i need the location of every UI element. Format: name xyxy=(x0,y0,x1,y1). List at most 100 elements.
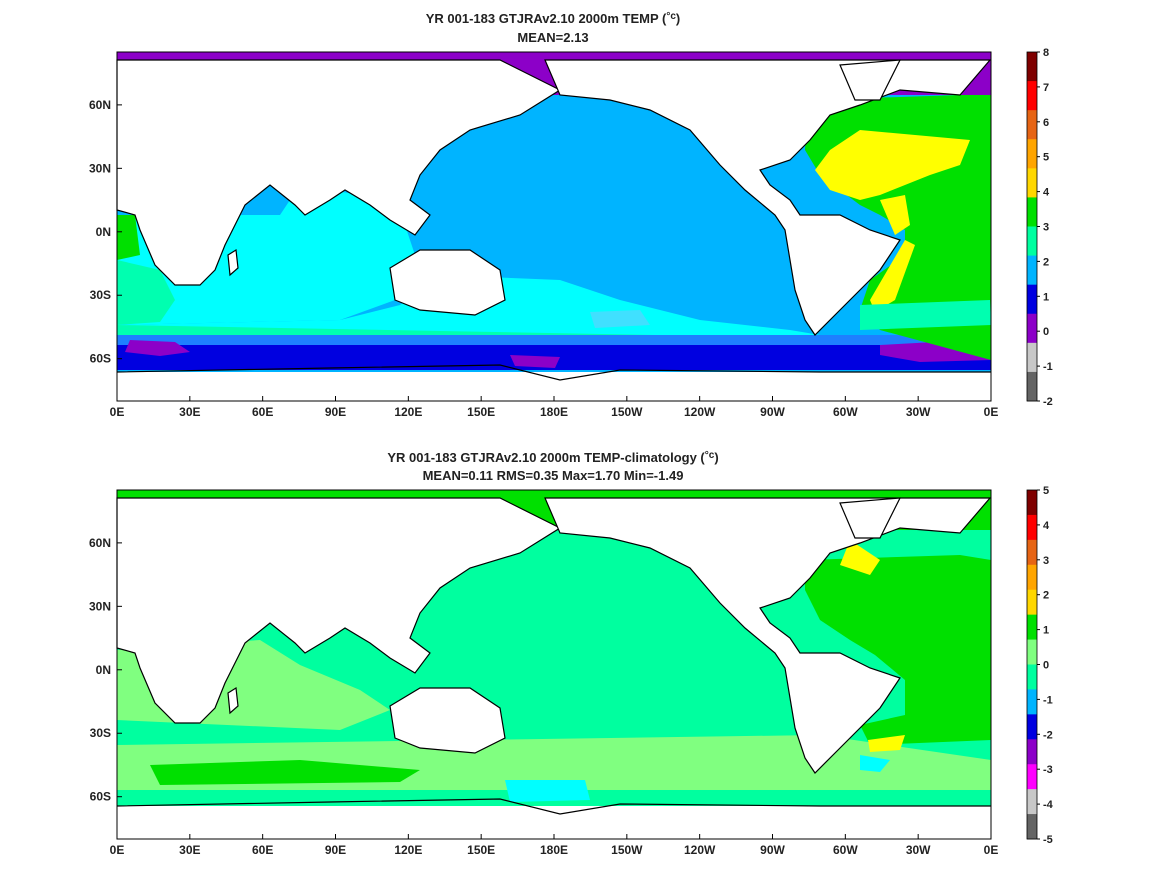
colorbar-band xyxy=(1027,490,1037,516)
panel-bottom-x-axis: 0E 30E 60E 90E 120E 150E 180E 150W 120W 90W 60W 30W… xyxy=(110,834,999,857)
x-tick-label: 150W xyxy=(611,405,643,419)
colorbar-tick-label: 4 xyxy=(1043,187,1050,199)
colorbar-tick-label: 7 xyxy=(1043,82,1049,94)
colorbar-band xyxy=(1027,814,1037,840)
colorbar-band xyxy=(1027,342,1037,373)
colorbar-band xyxy=(1027,514,1037,541)
panel-bottom-land xyxy=(116,497,992,839)
x-tick-label: 120E xyxy=(394,843,422,857)
y-tick-label: 30S xyxy=(90,288,111,302)
y-tick-label: 60S xyxy=(90,352,111,366)
colorbar-tick-label: -4 xyxy=(1043,799,1054,811)
colorbar-tick-label: 5 xyxy=(1043,485,1049,497)
x-tick-label: 0E xyxy=(110,843,125,857)
panel-bottom-atlantic xyxy=(805,555,991,745)
x-tick-label: 0E xyxy=(984,843,999,857)
x-tick-label: 30E xyxy=(179,843,200,857)
x-tick-label: 60E xyxy=(252,843,273,857)
colorbar-tick-label: 0 xyxy=(1043,660,1049,672)
x-tick-label: 150E xyxy=(467,843,495,857)
colorbar-band xyxy=(1027,739,1037,765)
x-tick-label: 30W xyxy=(906,843,931,857)
x-tick-label: 0E xyxy=(110,405,125,419)
y-tick-label: 0N xyxy=(96,225,111,239)
x-tick-label: 150E xyxy=(467,405,495,419)
x-tick-label: 30E xyxy=(179,405,200,419)
colorbar-tick-label: 3 xyxy=(1043,555,1049,567)
x-tick-label: 150W xyxy=(611,843,643,857)
colorbar-band xyxy=(1027,664,1037,690)
y-tick-label: 30S xyxy=(90,726,111,740)
colorbar-band xyxy=(1027,284,1037,315)
panel-top-subtitle: MEAN=2.13 xyxy=(517,30,588,45)
colorbar-band xyxy=(1027,764,1037,790)
colorbar-tick-label: 5 xyxy=(1043,152,1049,164)
colorbar-band xyxy=(1027,197,1037,227)
colorbar-tick-label: 4 xyxy=(1043,520,1050,532)
panel-bottom-subtitle: MEAN=0.11 RMS=0.35 Max=1.70 Min=-1.49 xyxy=(423,468,684,483)
colorbar-band xyxy=(1027,639,1037,665)
y-tick-label: 0N xyxy=(96,663,111,677)
x-tick-label: 90E xyxy=(325,405,346,419)
colorbar-band xyxy=(1027,564,1037,591)
panel-top-colorbar: 8 7 6 5 4 3 2 1 0 -1 -2 xyxy=(1026,47,1053,408)
colorbar-band xyxy=(1027,226,1037,257)
colorbar-band xyxy=(1027,110,1037,140)
colorbar-tick-label: 3 xyxy=(1043,222,1049,234)
x-tick-label: 30W xyxy=(906,405,931,419)
colorbar-tick-label: 2 xyxy=(1043,256,1049,268)
x-tick-label: 0E xyxy=(984,405,999,419)
panel-bottom-y-axis: 60N 30N 0N 30S 60S xyxy=(89,536,122,804)
panel-top-atlantic-yellow xyxy=(815,130,970,200)
colorbar-tick-label: -1 xyxy=(1043,694,1053,706)
panel-top-y-axis: 60N 30N 0N 30S 60S xyxy=(89,98,122,366)
x-tick-label: 90W xyxy=(760,405,785,419)
panel-top-title: YR 001-183 GTJRAv2.10 2000m TEMP (°c) xyxy=(426,11,681,26)
colorbar-band xyxy=(1027,255,1037,286)
x-tick-label: 180E xyxy=(540,843,568,857)
y-tick-label: 60N xyxy=(89,536,111,550)
colorbar-band xyxy=(1027,789,1037,815)
x-tick-label: 120W xyxy=(684,405,716,419)
colorbar-band xyxy=(1027,589,1037,616)
colorbar-tick-label: 1 xyxy=(1043,291,1049,303)
y-tick-label: 30N xyxy=(89,599,111,613)
colorbar-band xyxy=(1027,139,1037,169)
panel-bottom: YR 001-183 GTJRAv2.10 2000m TEMP-climato… xyxy=(89,450,1054,857)
panel-top: YR 001-183 GTJRAv2.10 2000m TEMP (°c) ME… xyxy=(89,11,1053,419)
colorbar-tick-label: 1 xyxy=(1043,625,1049,637)
x-tick-label: 90E xyxy=(325,843,346,857)
colorbar-tick-label: 2 xyxy=(1043,590,1049,602)
colorbar-tick-label: -2 xyxy=(1043,396,1053,408)
colorbar-band xyxy=(1027,614,1037,641)
colorbar-band xyxy=(1027,52,1037,82)
x-tick-label: 120W xyxy=(684,843,716,857)
y-tick-label: 60S xyxy=(90,790,111,804)
colorbar-band xyxy=(1027,371,1037,402)
colorbar-band xyxy=(1027,168,1037,198)
colorbar-band xyxy=(1027,714,1037,740)
colorbar-tick-label: -5 xyxy=(1043,834,1053,846)
y-tick-label: 60N xyxy=(89,98,111,112)
panel-top-land xyxy=(116,59,992,401)
colorbar-tick-label: 8 xyxy=(1043,47,1049,59)
x-tick-label: 180E xyxy=(540,405,568,419)
x-tick-label: 120E xyxy=(394,405,422,419)
x-tick-label: 60E xyxy=(252,405,273,419)
y-tick-label: 30N xyxy=(89,161,111,175)
panel-bottom-colorbar: 5 4 3 2 1 0 -1 -2 -3 -4 -5 xyxy=(1026,485,1054,846)
x-tick-label: 90W xyxy=(760,843,785,857)
x-tick-label: 60W xyxy=(833,843,858,857)
colorbar-tick-label: -2 xyxy=(1043,729,1053,741)
colorbar-tick-label: 0 xyxy=(1043,326,1049,338)
colorbar-tick-label: 6 xyxy=(1043,117,1049,129)
colorbar-band xyxy=(1027,313,1037,344)
panel-bottom-title: YR 001-183 GTJRAv2.10 2000m TEMP-climato… xyxy=(387,450,718,465)
colorbar-tick-label: -3 xyxy=(1043,764,1053,776)
panel-top-x-axis: 0E 30E 60E 90E 120E 150E 180E 150W 120W 90W 60W 30W… xyxy=(110,396,999,419)
colorbar-band xyxy=(1027,539,1037,566)
colorbar-tick-label: -1 xyxy=(1043,361,1053,373)
colorbar-band xyxy=(1027,81,1037,111)
x-tick-label: 60W xyxy=(833,405,858,419)
